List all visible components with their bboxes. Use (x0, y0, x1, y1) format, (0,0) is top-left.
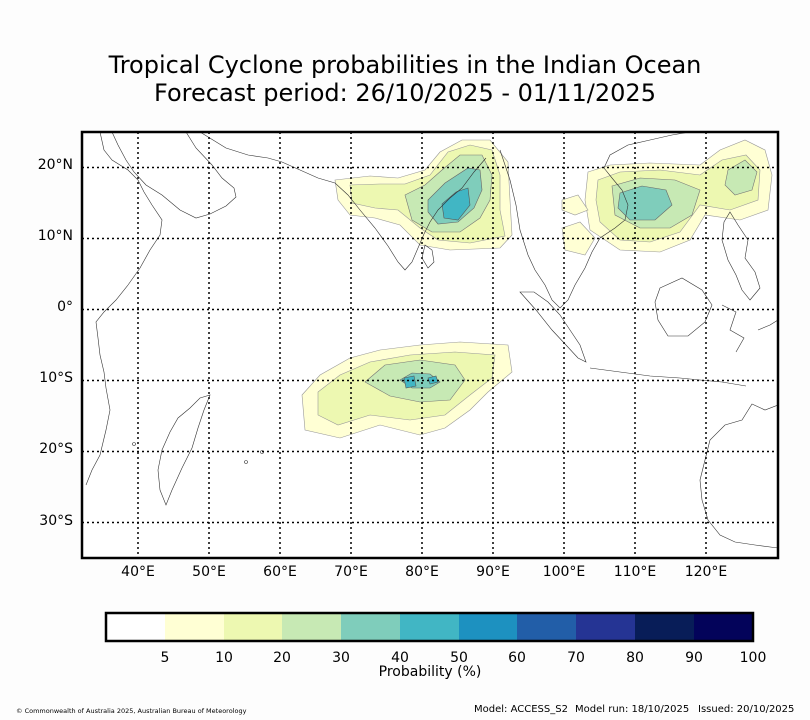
colorbar-tick-60: 60 (508, 650, 526, 666)
copyright-text: © Commonwealth of Australia 2025, Austra… (16, 707, 247, 715)
north-indian-ocean-region (334, 139, 513, 251)
colorbar-title: Probability (%) (378, 664, 482, 680)
title-line-2: Forecast period: 26/10/2025 - 01/11/2025 (154, 79, 656, 107)
south-indian-ocean-region (301, 341, 513, 439)
lon-label-70e: 70°E (334, 564, 368, 580)
colorbar-tick-5: 5 (160, 650, 170, 666)
colorbar-swatch-4 (341, 613, 400, 641)
lon-label-110e: 110°E (613, 564, 657, 580)
colorbar-tick-30: 30 (332, 650, 350, 666)
lon-label-80e: 80°E (405, 564, 439, 580)
lon-label-60e: 60°E (263, 564, 297, 580)
colorbar-tick-90: 90 (685, 650, 703, 666)
colorbar-swatch-2 (224, 613, 282, 641)
colorbar-swatch-1 (165, 613, 224, 641)
colorbar-swatch-5 (400, 613, 459, 641)
colorbar-frame (104, 611, 755, 643)
colorbar-swatch-3 (282, 613, 341, 641)
colorbar-swatch-8 (576, 613, 635, 641)
lon-label-40e: 40°E (121, 564, 155, 580)
colorbar-tick-70: 70 (567, 650, 585, 666)
colorbar-tick-80: 80 (626, 650, 644, 666)
title-line-1: Tropical Cyclone probabilities in the In… (108, 51, 702, 79)
colorbar-tick-50: 50 (450, 650, 468, 666)
colorbar-swatch-0 (106, 613, 165, 641)
graticule (82, 132, 778, 558)
lon-label-100e: 100°E (542, 564, 586, 580)
lat-label-equator: 0° (57, 299, 73, 315)
south-china-sea-region (561, 139, 773, 256)
colorbar-swatch-10 (694, 613, 753, 641)
lat-label-10n: 10°N (37, 228, 73, 244)
colorbar-swatch-7 (517, 613, 576, 641)
lon-label-90e: 90°E (476, 564, 510, 580)
probability-contours (301, 139, 773, 439)
colorbar-tick-40: 40 (391, 650, 409, 666)
model-name: Model: ACCESS_S2 (474, 704, 568, 715)
lat-label-10s: 10°S (39, 370, 73, 386)
lat-label-30s: 30°S (39, 513, 73, 529)
model-run-date: Model run: 18/10/2025 (575, 704, 690, 715)
colorbar (104, 611, 755, 643)
coastlines (85, 132, 778, 549)
colorbar-tick-10: 10 (215, 650, 233, 666)
lat-label-20n: 20°N (37, 157, 73, 173)
issued-date: Issued: 20/10/2025 (698, 704, 795, 715)
lat-label-20s: 20°S (39, 441, 73, 457)
lon-label-120e: 120°E (684, 564, 728, 580)
colorbar-swatch-9 (635, 613, 694, 641)
map-frame (80, 130, 780, 560)
colorbar-swatch-6 (459, 613, 517, 641)
lon-label-50e: 50°E (192, 564, 226, 580)
colorbar-tick-20: 20 (273, 650, 291, 666)
colorbar-tick-100: 100 (739, 650, 767, 666)
